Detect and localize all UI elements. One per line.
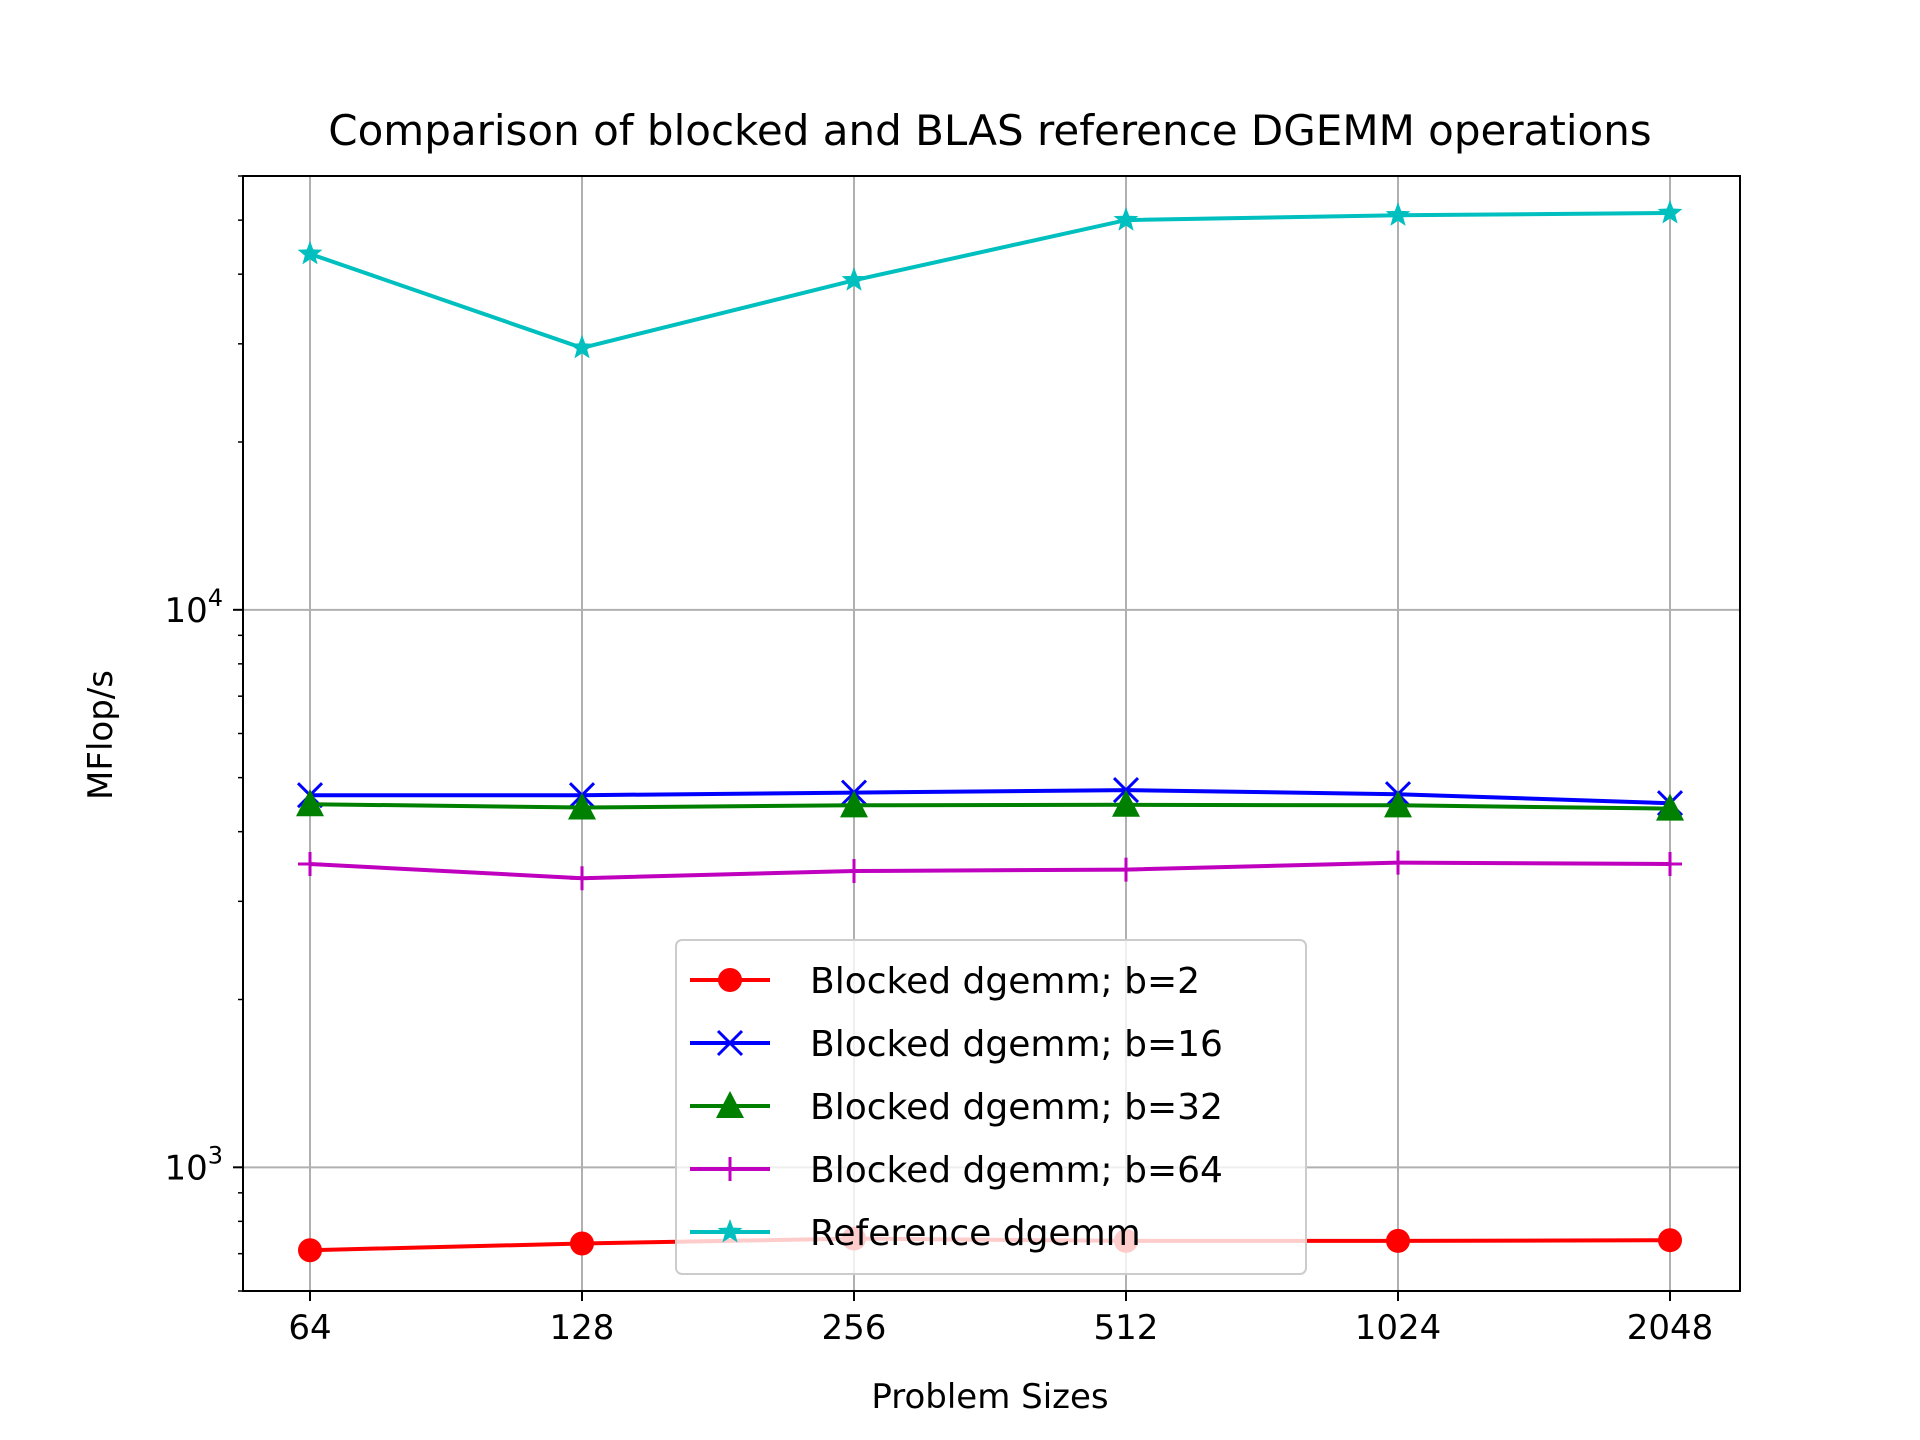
x-tick-label: 1024 xyxy=(1355,1308,1442,1348)
y-tick-label: 104 xyxy=(164,584,223,631)
series-line xyxy=(309,860,1671,881)
data-point xyxy=(841,267,867,291)
legend-label: Blocked dgemm; b=16 xyxy=(810,1024,1223,1065)
data-point xyxy=(842,859,866,884)
x-axis-label: Problem Sizes xyxy=(871,1377,1108,1417)
legend-marker xyxy=(718,1157,742,1181)
legend-item: Blocked dgemm; b=2 xyxy=(690,961,1200,1002)
series-3 xyxy=(296,789,1684,821)
legend-marker xyxy=(718,968,742,992)
legend-label: Blocked dgemm; b=2 xyxy=(810,961,1200,1002)
data-point xyxy=(1386,1228,1410,1253)
x-tick-label: 256 xyxy=(822,1308,887,1348)
x-tick-label: 512 xyxy=(1094,1308,1159,1348)
legend-label: Blocked dgemm; b=64 xyxy=(810,1150,1223,1191)
legend-marker xyxy=(716,1091,744,1118)
x-tick-label: 2048 xyxy=(1627,1308,1714,1348)
legend-box xyxy=(675,939,1307,1275)
data-point xyxy=(297,240,323,265)
data-point xyxy=(1658,1228,1682,1253)
data-point xyxy=(298,852,322,877)
data-point xyxy=(296,789,324,817)
legend-label: Reference dgemm xyxy=(810,1213,1141,1254)
data-point xyxy=(1385,202,1411,226)
data-point xyxy=(1657,200,1683,224)
series-4 xyxy=(298,850,1682,891)
y-axis: 103 104 xyxy=(164,175,243,1292)
legend-marker xyxy=(716,1029,744,1057)
legend-item: Reference dgemm xyxy=(690,1213,1141,1254)
legend-label: Blocked dgemm; b=32 xyxy=(810,1087,1223,1128)
legend-item: Blocked dgemm; b=64 xyxy=(690,1150,1223,1191)
series-5 xyxy=(297,200,1683,359)
series-line xyxy=(310,788,1671,806)
x-tick-label: 128 xyxy=(550,1308,615,1348)
legend: Blocked dgemm; b=2 Blocked dgemm; b=16 Blo… xyxy=(675,939,1307,1275)
data-point xyxy=(1384,790,1412,818)
data-point xyxy=(1113,207,1139,231)
data-point xyxy=(568,792,596,820)
legend-item: Blocked dgemm; b=16 xyxy=(690,1024,1223,1065)
series-layer xyxy=(296,200,1684,1263)
data-point xyxy=(1114,857,1138,882)
y-tick-label: 103 xyxy=(164,1141,223,1188)
legend-item: Blocked dgemm; b=32 xyxy=(690,1087,1223,1128)
chart-title: Comparison of blocked and BLAS reference… xyxy=(328,106,1651,155)
legend-marker xyxy=(717,1219,743,1243)
data-point xyxy=(569,334,595,359)
data-point xyxy=(1658,852,1682,877)
data-point xyxy=(1386,850,1410,875)
data-point xyxy=(1656,793,1684,821)
data-point xyxy=(840,790,868,818)
data-point xyxy=(570,866,594,891)
series-line xyxy=(309,211,1671,350)
series-line xyxy=(309,802,1671,811)
data-point xyxy=(570,1231,594,1256)
y-axis-label: MFlop/s xyxy=(81,670,121,800)
x-axis: 64 128 256 512 1024 2048 xyxy=(288,1291,1713,1348)
data-point xyxy=(1112,789,1140,817)
grid-lines xyxy=(243,176,1740,1291)
data-point xyxy=(298,1238,322,1263)
x-tick-label: 64 xyxy=(288,1308,331,1348)
